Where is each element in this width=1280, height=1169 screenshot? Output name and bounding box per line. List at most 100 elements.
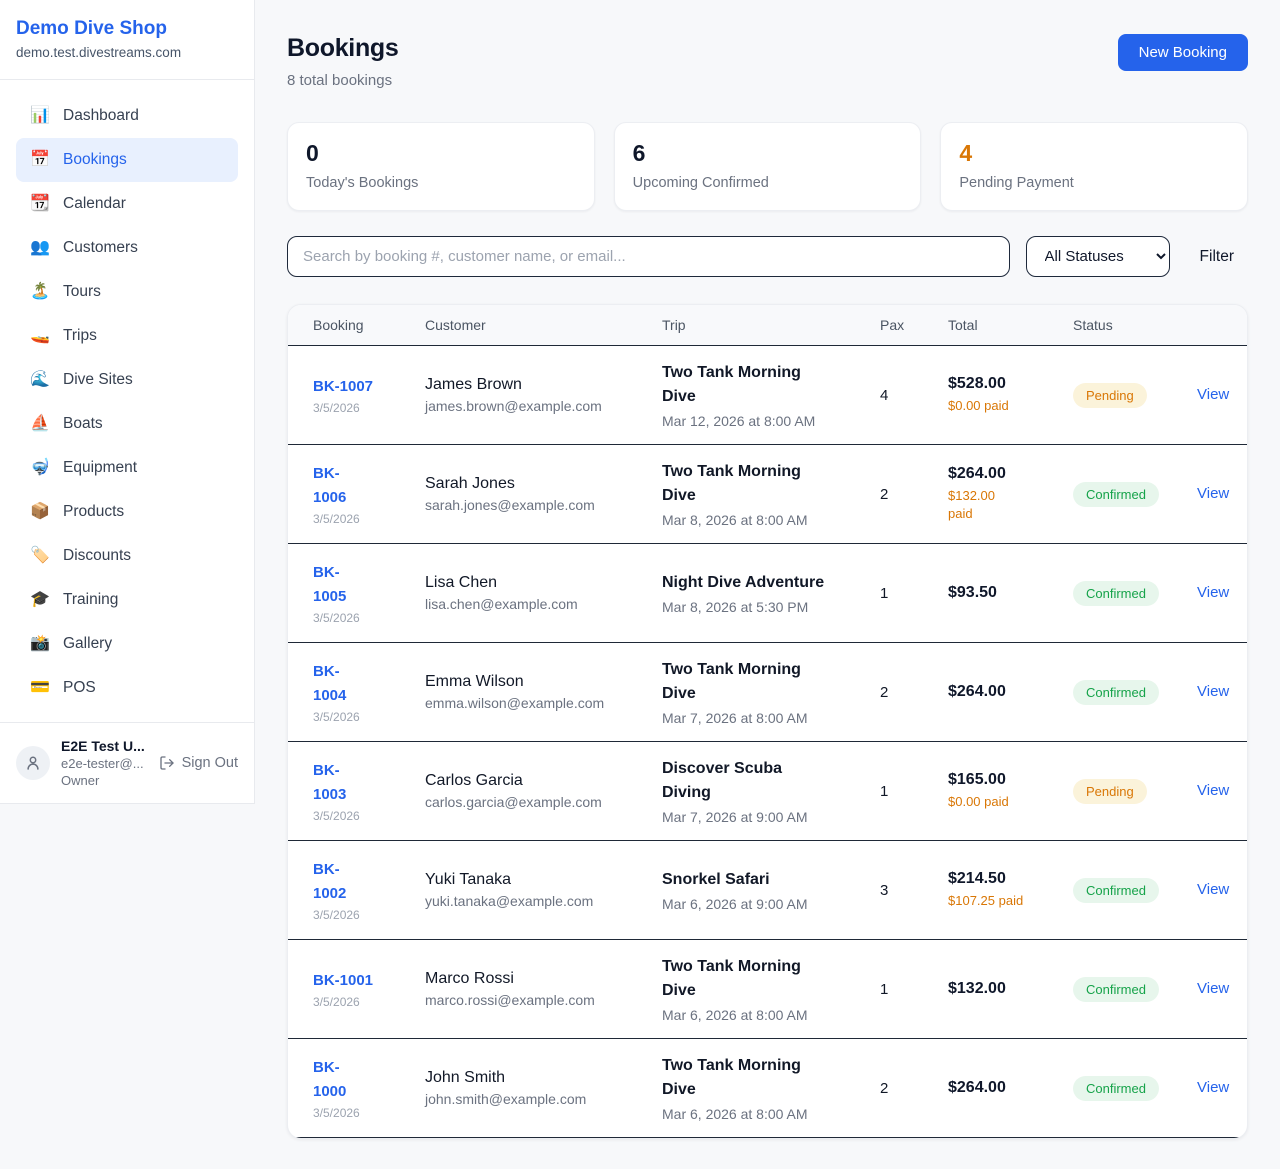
customer-cell: Carlos Garcia carlos.garcia@example.com: [425, 772, 662, 810]
sidebar-item-dive-sites[interactable]: 🌊 Dive Sites: [16, 358, 238, 402]
pax-cell: 1: [880, 584, 889, 602]
sidebar-item-discounts[interactable]: 🏷️ Discounts: [16, 534, 238, 578]
sailboat-icon: ⛵: [30, 415, 50, 432]
sign-out-button[interactable]: Sign Out: [159, 755, 238, 771]
view-link[interactable]: View: [1197, 1079, 1230, 1096]
customer-cell: Emma Wilson emma.wilson@example.com: [425, 673, 662, 711]
sidebar-item-gallery[interactable]: 📸 Gallery: [16, 622, 238, 666]
customer-cell: John Smith john.smith@example.com: [425, 1069, 662, 1107]
trip-cell: Two Tank Morning Dive Mar 7, 2026 at 8:0…: [662, 658, 880, 726]
total-cell: $264.00: [948, 683, 1073, 701]
view-link[interactable]: View: [1197, 980, 1230, 997]
trip-datetime: Mar 6, 2026 at 8:00 AM: [662, 1007, 808, 1023]
booking-cell: BK- 1000 3/5/2026: [288, 1056, 425, 1120]
status-badge: Pending: [1073, 382, 1147, 408]
sidebar-item-dashboard[interactable]: 📊 Dashboard: [16, 94, 238, 138]
sidebar-item-training[interactable]: 🎓 Training: [16, 578, 238, 622]
customer-name: John Smith: [425, 1069, 506, 1086]
view-link[interactable]: View: [1197, 485, 1230, 502]
table-row: BK- 1000 3/5/2026 John Smith john.smith@…: [288, 1039, 1247, 1138]
bookings-table: Booking Customer Trip Pax Total Status B…: [287, 304, 1248, 1139]
total-cell: $165.00 $0.00 paid: [948, 771, 1073, 811]
booking-date: 3/5/2026: [313, 401, 360, 416]
status-cell: Confirmed: [1073, 679, 1197, 705]
stat-label: Today's Bookings: [306, 175, 419, 191]
status-badge: Confirmed: [1073, 580, 1159, 606]
total-cell: $132.00: [948, 980, 1073, 998]
sidebar-item-trips[interactable]: 🚤 Trips: [16, 314, 238, 358]
booking-id-link[interactable]: BK- 1000: [313, 1059, 347, 1100]
sidebar-item-bookings[interactable]: 📅 Bookings: [16, 138, 238, 182]
sidebar-item-label: Boats: [63, 415, 103, 432]
status-cell: Confirmed: [1073, 580, 1197, 606]
customer-cell: Marco Rossi marco.rossi@example.com: [425, 970, 662, 1008]
sidebar-item-label: Discounts: [63, 547, 132, 564]
view-link[interactable]: View: [1197, 386, 1230, 403]
trip-cell: Two Tank Morning Dive Mar 12, 2026 at 8:…: [662, 361, 880, 429]
pax-cell: 2: [880, 683, 889, 701]
booking-id-link[interactable]: BK-1007: [313, 377, 374, 395]
trip-name: Two Tank Morning Dive: [662, 661, 801, 702]
graduation-cap-icon: 🎓: [30, 591, 50, 608]
booking-date: 3/5/2026: [313, 709, 360, 724]
booking-id-link[interactable]: BK- 1003: [313, 762, 347, 803]
customer-email: sarah.jones@example.com: [425, 497, 595, 513]
booking-cell: BK- 1005 3/5/2026: [288, 561, 425, 625]
trip-datetime: Mar 8, 2026 at 5:30 PM: [662, 599, 809, 615]
sidebar-nav: 📊 Dashboard 📅 Bookings 📆 Calendar 👥 Cust…: [0, 80, 254, 722]
sidebar-item-equipment[interactable]: 🤿 Equipment: [16, 446, 238, 490]
customer-email: carlos.garcia@example.com: [425, 794, 602, 810]
customer-name: Emma Wilson: [425, 673, 524, 690]
customer-cell: Yuki Tanaka yuki.tanaka@example.com: [425, 871, 662, 909]
action-cell: View: [1197, 485, 1247, 503]
paid-amount: $0.00 paid: [948, 397, 1009, 413]
sidebar-item-pos[interactable]: 💳 POS: [16, 666, 238, 710]
tear-off-calendar-icon: 📆: [30, 195, 50, 212]
status-badge: Pending: [1073, 778, 1147, 804]
customer-name: James Brown: [425, 376, 522, 393]
trip-cell: Two Tank Morning Dive Mar 6, 2026 at 8:0…: [662, 1054, 880, 1122]
sidebar-item-products[interactable]: 📦 Products: [16, 490, 238, 534]
view-link[interactable]: View: [1197, 683, 1230, 700]
trip-datetime: Mar 12, 2026 at 8:00 AM: [662, 413, 816, 429]
sidebar-item-calendar[interactable]: 📆 Calendar: [16, 182, 238, 226]
bar-chart-icon: 📊: [30, 107, 50, 124]
status-filter-select[interactable]: All Statuses: [1025, 236, 1170, 277]
booking-id-link[interactable]: BK- 1006: [313, 465, 347, 506]
table-row: BK-1007 3/5/2026 James Brown james.brown…: [288, 346, 1247, 445]
new-booking-button[interactable]: New Booking: [1117, 34, 1248, 71]
trip-name: Snorkel Safari: [662, 871, 770, 888]
trip-datetime: Mar 8, 2026 at 8:00 AM: [662, 512, 808, 528]
stat-value: 0: [306, 140, 319, 166]
stats-row: 0 Today's Bookings 6 Upcoming Confirmed …: [287, 122, 1249, 211]
user-email: e2e-tester@...: [61, 756, 144, 771]
total-amount: $132.00: [948, 980, 1006, 997]
booking-id-link[interactable]: BK- 1002: [313, 861, 347, 902]
people-icon: 👥: [30, 239, 50, 256]
view-link[interactable]: View: [1197, 782, 1230, 799]
search-input[interactable]: [287, 236, 1010, 277]
action-cell: View: [1197, 683, 1247, 701]
status-cell: Confirmed: [1073, 481, 1197, 507]
sidebar-item-tours[interactable]: 🏝️ Tours: [16, 270, 238, 314]
booking-id-link[interactable]: BK-1001: [313, 971, 374, 989]
stat-label: Upcoming Confirmed: [632, 175, 769, 191]
view-link[interactable]: View: [1197, 881, 1230, 898]
customer-email: yuki.tanaka@example.com: [425, 893, 594, 909]
diving-mask-icon: 🤿: [30, 459, 50, 476]
filter-button[interactable]: Filter: [1186, 240, 1248, 274]
logout-icon: [159, 756, 174, 770]
sidebar-item-customers[interactable]: 👥 Customers: [16, 226, 238, 270]
view-link[interactable]: View: [1197, 584, 1230, 601]
pax-cell: 2: [880, 1079, 889, 1097]
sidebar-item-boats[interactable]: ⛵ Boats: [16, 402, 238, 446]
sidebar-item-label: Dashboard: [63, 107, 139, 124]
booking-cell: BK- 1002 3/5/2026: [288, 858, 425, 922]
trip-cell: Discover Scuba Diving Mar 7, 2026 at 9:0…: [662, 757, 880, 825]
sidebar-item-label: Equipment: [63, 459, 138, 476]
main-content: Bookings 8 total bookings New Booking 0 …: [255, 0, 1280, 1169]
booking-id-link[interactable]: BK- 1005: [313, 564, 347, 605]
status-badge: Confirmed: [1073, 481, 1159, 507]
booking-id-link[interactable]: BK- 1004: [313, 663, 347, 704]
status-cell: Confirmed: [1073, 976, 1197, 1002]
